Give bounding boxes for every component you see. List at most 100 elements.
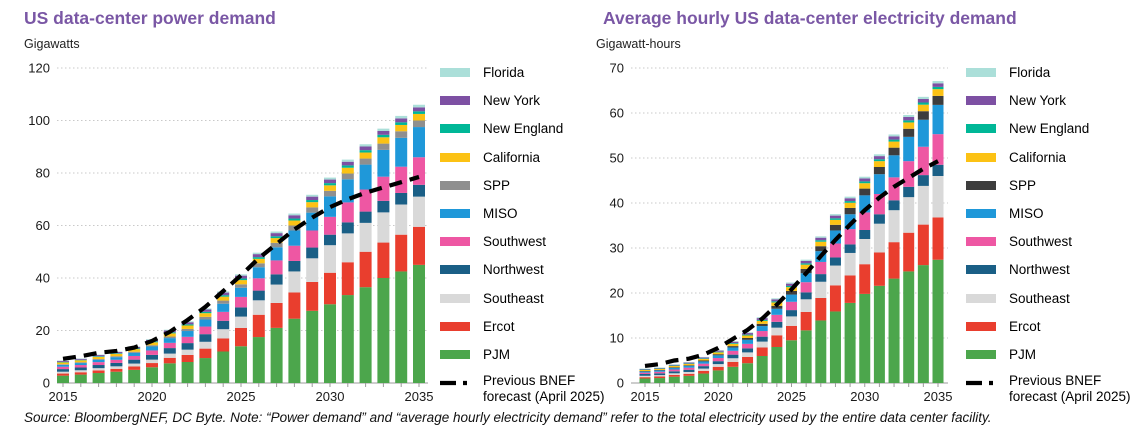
bar-segment — [359, 158, 372, 165]
bar-segment — [844, 198, 856, 202]
bar-segment — [163, 363, 176, 383]
bar-segment — [74, 367, 87, 371]
bar-segment — [57, 371, 69, 374]
bar-segment — [324, 185, 336, 191]
bar-segment — [377, 149, 390, 177]
bar-segment — [786, 282, 797, 284]
bar-segment — [815, 236, 827, 238]
legend-color-swatch-icon — [966, 68, 996, 77]
bar-segment — [413, 107, 425, 112]
left-y-axis-unit-label: Gigawatts — [24, 37, 80, 51]
bar-segment — [57, 361, 69, 363]
legend-item: Southeast — [966, 289, 1131, 308]
bar-segment — [252, 257, 265, 259]
bar-segment — [395, 234, 408, 272]
bar-segment — [146, 350, 158, 355]
bar-segment — [288, 230, 301, 246]
y-tick-label: 70 — [610, 61, 624, 76]
legend-item: SPP — [966, 176, 1131, 195]
bar-segment — [859, 195, 871, 213]
bar-segment — [146, 354, 158, 360]
legend-label: MISO — [1009, 205, 1044, 221]
legend-item: California — [966, 148, 1131, 167]
bar-segment — [903, 232, 915, 272]
bar-segment — [654, 367, 666, 369]
bar-segment — [270, 231, 283, 234]
bar-segment — [668, 367, 680, 370]
bar-segment — [917, 265, 929, 383]
legend-label: Southwest — [1009, 234, 1073, 250]
bar-segment — [163, 348, 176, 354]
bar-segment — [859, 230, 871, 239]
bar-segment — [756, 347, 768, 356]
bar-segment — [712, 352, 724, 355]
y-tick-label: 120 — [28, 61, 50, 76]
bar-segment — [829, 311, 841, 383]
bar-segment — [74, 360, 87, 363]
legend-item: California — [440, 148, 605, 167]
legend-color-swatch-icon — [966, 265, 996, 275]
bar-segment — [932, 259, 944, 383]
bar-segment — [917, 119, 929, 147]
bar-segment — [639, 378, 651, 383]
bar-segment — [288, 260, 301, 272]
bar-segment — [698, 366, 710, 369]
bar-segment — [712, 350, 724, 351]
bar-segment — [683, 365, 695, 366]
bar-segment — [413, 111, 425, 114]
bar-segment — [712, 370, 724, 383]
bar-segment — [377, 128, 390, 131]
bar-segment — [252, 258, 265, 264]
bar-segment — [932, 81, 944, 84]
bar-segment — [57, 366, 69, 370]
bar-segment — [110, 353, 123, 354]
bar-segment — [252, 267, 265, 279]
bar-segment — [654, 368, 666, 370]
bar-segment — [413, 127, 425, 158]
bar-segment — [742, 334, 754, 336]
bar-segment — [413, 104, 425, 108]
bar-segment — [235, 274, 247, 276]
bar-segment — [888, 278, 900, 383]
bar-segment — [654, 373, 666, 376]
y-tick-label: 40 — [610, 196, 624, 211]
bar-segment — [844, 201, 856, 203]
bar-segment — [639, 368, 651, 370]
bar-segment — [217, 320, 230, 330]
bar-segment — [199, 341, 212, 349]
legend-label: Ercot — [483, 318, 515, 334]
bar-segment — [639, 375, 651, 378]
bar-segment — [727, 358, 739, 362]
bar-segment — [932, 217, 944, 260]
legend-label: California — [483, 149, 541, 165]
bar-segment — [873, 156, 885, 160]
legend-label: New England — [1009, 121, 1090, 137]
legend-label: PJM — [483, 346, 510, 362]
bar-segment — [639, 369, 651, 372]
bar-segment — [341, 165, 354, 168]
x-tick-label: 2015 — [631, 389, 660, 404]
forecast-legend-label: Previous BNEF forecast (April 2025) — [1009, 373, 1131, 405]
bar-segment — [181, 324, 194, 326]
bar-segment — [756, 320, 768, 324]
bar-segment — [727, 366, 739, 383]
bar-segment — [146, 342, 158, 346]
bar-segment — [800, 330, 812, 383]
bar-segment — [668, 369, 680, 372]
bar-segment — [92, 362, 105, 366]
bar-segment — [110, 357, 123, 360]
bar-segment — [413, 196, 425, 227]
bar-segment — [217, 311, 230, 321]
bar-segment — [288, 220, 301, 226]
legend-color-swatch-icon — [966, 152, 996, 162]
bar-segment — [859, 176, 871, 179]
bar-segment — [859, 293, 871, 383]
bar-segment — [324, 216, 336, 235]
bar-segment — [413, 120, 425, 128]
bar-segment — [888, 210, 900, 243]
bar-segment — [654, 371, 666, 374]
bar-segment — [815, 241, 827, 247]
bar-segment — [235, 346, 247, 383]
bar-segment — [110, 371, 123, 383]
bar-segment — [742, 348, 754, 353]
